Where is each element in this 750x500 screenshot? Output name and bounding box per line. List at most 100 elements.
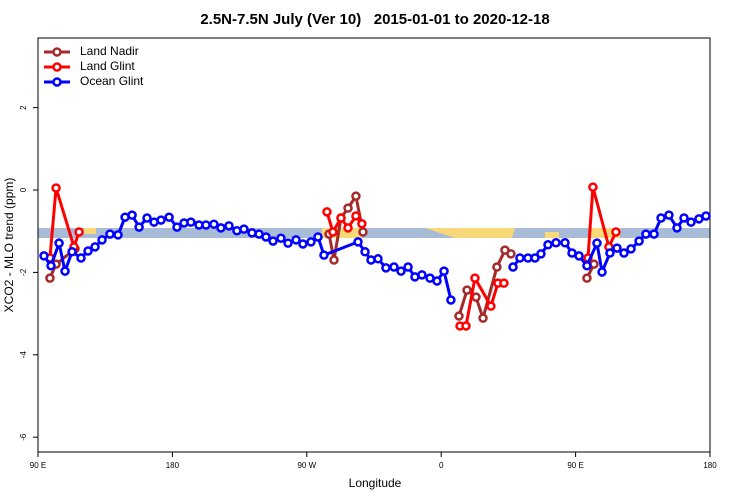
data-point [626,244,636,254]
y-tick-label: 0 [19,187,28,192]
data-point [461,321,471,331]
data-point [336,213,346,223]
data-point [156,215,166,225]
x-tick-label: 180 [703,461,717,470]
legend-swatch [52,47,62,57]
series-line [48,186,618,328]
y-tick-label: -2 [19,268,28,276]
data-point [641,229,651,239]
data-point [105,229,115,239]
data-point [283,238,293,248]
data-point [656,213,666,223]
data-point [291,235,301,245]
data-point [76,253,86,263]
data-point [605,248,615,258]
data-point [113,230,123,240]
data-point [209,219,219,229]
data-point [343,203,353,213]
data-point [611,227,621,237]
data-point [351,191,361,201]
data-point [530,253,540,263]
data-point [67,247,77,257]
x-axis-label: Longitude [349,476,402,490]
data-point [60,266,70,276]
data-point [186,217,196,227]
x-tick-label: 180 [166,461,180,470]
data-point [506,249,516,259]
data-point [462,285,472,295]
data-point [582,273,592,283]
y-axis-label: XCO2 - MLO trend (ppm) [2,178,16,313]
data-point [164,212,174,222]
data-point [360,247,370,257]
data-point [470,273,480,283]
legend-label: Ocean Glint [80,74,144,88]
data-point [664,210,674,220]
x-tick-label: 90 E [30,461,46,470]
data-point [319,250,329,260]
data-point [201,220,211,230]
data-point [216,223,226,233]
data-point [582,261,592,271]
data-point [634,236,644,246]
data-point [343,223,353,233]
data-point [97,235,107,245]
data-point [478,313,488,323]
chart-title: 2.5N-7.5N July (Ver 10) 2015-01-01 to 20… [200,11,549,28]
data-point [224,221,234,231]
data-point [551,237,561,248]
data-point [588,182,598,192]
ocean-band [38,228,710,238]
data-point [381,263,391,273]
land-patch [545,232,559,238]
data-point [439,266,449,276]
data-point [492,262,502,272]
legend-label: Land Nadir [80,44,139,58]
x-tick-label: 90 E [567,461,583,470]
data-point [403,262,413,272]
data-point [313,232,323,242]
legend-label: Land Glint [80,59,135,73]
data-point [619,248,629,258]
data-point [515,253,525,263]
data-point [499,278,509,288]
data-point [701,211,711,221]
data-point [574,251,584,261]
x-tick-label: 0 [439,461,444,470]
land-patch [425,228,515,238]
data-point [358,227,368,237]
data-point [83,246,93,256]
data-point [134,222,144,232]
data-point [396,266,406,276]
data-point [172,222,182,232]
y-tick-label: -4 [19,351,28,359]
data-point [39,251,49,261]
data-point [261,232,271,242]
data-point [353,237,363,247]
data-point [298,239,308,249]
data-point [351,211,361,221]
data-point [46,261,56,271]
data-point [90,242,100,252]
data-point [322,207,332,217]
y-tick-label: 2 [19,105,28,110]
data-point [329,255,339,265]
data-point [328,227,338,237]
data-point [432,276,442,286]
data-point [306,237,316,247]
data-point [45,273,55,283]
data-point [536,249,546,259]
data-point [51,183,61,193]
data-point [268,236,278,246]
data-point [389,262,399,272]
data-point [597,267,607,277]
data-point [373,254,383,264]
data-point [357,219,367,229]
data-point [592,238,602,248]
data-point [454,311,464,321]
data-point [686,217,696,227]
land-patch [84,228,96,234]
data-point [417,270,427,280]
